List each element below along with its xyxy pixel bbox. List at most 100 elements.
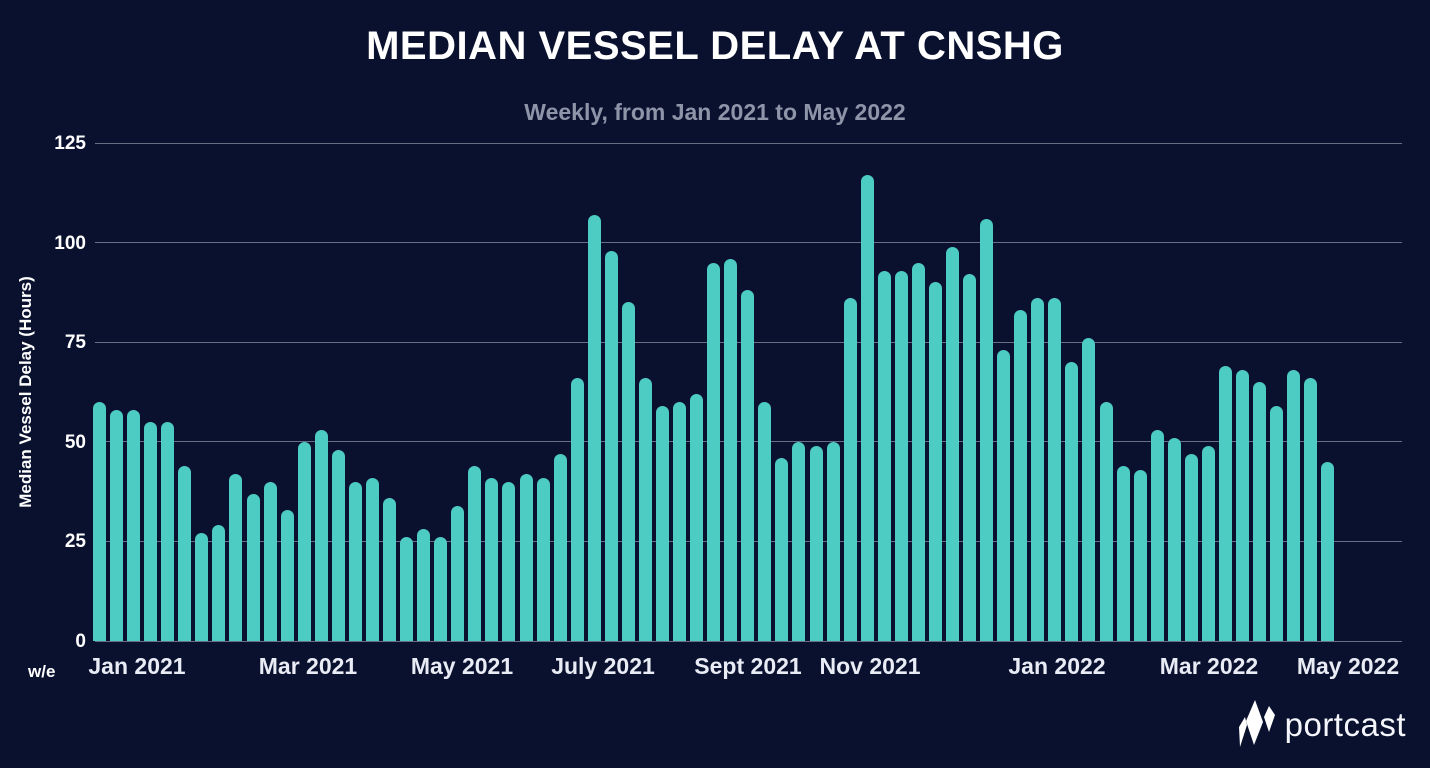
bar (724, 258, 738, 641)
bar (587, 214, 601, 641)
bar (758, 401, 772, 641)
bar (1031, 298, 1045, 641)
bar (843, 298, 857, 641)
bar (536, 477, 550, 641)
bar (195, 533, 209, 641)
bar (997, 350, 1011, 641)
y-tick-label: 75 (64, 332, 86, 354)
bar (570, 378, 584, 641)
bar (383, 497, 397, 641)
bar (946, 246, 959, 641)
bar (417, 529, 431, 641)
bar (1253, 382, 1267, 641)
bar (655, 405, 669, 641)
bar (1236, 370, 1250, 641)
gridline (95, 142, 1402, 144)
bar (826, 441, 840, 641)
bar (263, 481, 277, 641)
bar (860, 174, 874, 641)
bar (297, 441, 311, 641)
bar (553, 453, 567, 641)
bar (673, 401, 687, 641)
chart-title: MEDIAN VESSEL DELAY AT CNSHG (366, 24, 1064, 68)
bar (707, 262, 721, 641)
x-tick-label: Sept 2021 (694, 653, 802, 679)
bar (894, 270, 908, 641)
bar (1150, 429, 1164, 641)
bar (212, 525, 226, 641)
bar (1133, 469, 1147, 641)
bar (638, 378, 652, 641)
x-tick-label: Jan 2021 (88, 653, 186, 679)
bar (468, 465, 482, 641)
x-tick-label: Mar 2022 (1159, 653, 1259, 679)
bar (775, 457, 789, 641)
bar (144, 421, 158, 641)
bar (809, 445, 823, 641)
bar (434, 537, 448, 641)
bar (1287, 370, 1301, 641)
y-tick-label: 0 (75, 631, 86, 652)
bar (400, 537, 414, 641)
bar (792, 441, 806, 641)
gridline (95, 242, 1402, 244)
y-axis: 0 25 50 75 100 125 (0, 134, 86, 651)
bar (1270, 405, 1284, 641)
bar (280, 509, 294, 641)
bar (502, 481, 516, 641)
bar (1304, 378, 1318, 641)
bar (246, 493, 260, 641)
bar (314, 429, 328, 641)
x-tick-label: Jan 2022 (1008, 653, 1106, 679)
x-tick-label: Nov 2021 (819, 653, 921, 679)
bar (1321, 461, 1335, 641)
bar (877, 270, 891, 641)
portcast-logo: portcast (1229, 696, 1406, 752)
y-tick-label: 125 (54, 133, 86, 154)
chart-subtitle: Weekly, from Jan 2021 to May 2022 (524, 99, 906, 125)
bar (690, 394, 704, 641)
y-tick-label: 100 (54, 232, 86, 254)
bar (93, 401, 106, 641)
week-ending-label: w/e (28, 662, 56, 681)
bar (229, 473, 243, 641)
bar (331, 449, 345, 641)
bar (519, 473, 533, 641)
bar (911, 262, 925, 641)
bar (1218, 366, 1232, 641)
x-tick-label: Mar 2021 (258, 653, 358, 679)
portcast-diamonds-icon (1238, 700, 1275, 747)
bar (348, 481, 362, 641)
bar (365, 477, 379, 641)
bar (1082, 338, 1096, 641)
bar (980, 218, 994, 641)
bar (1065, 362, 1079, 641)
bar (604, 250, 618, 641)
bar (1201, 445, 1215, 641)
bar (741, 290, 755, 641)
bar (963, 274, 977, 641)
x-axis: Jan 2021 Mar 2021 May 2021 July 2021 Sept 20… (88, 653, 1430, 687)
bar (451, 505, 465, 641)
bar (161, 421, 175, 641)
y-tick-label: 25 (64, 531, 86, 553)
portcast-logo-text: portcast (1284, 705, 1406, 743)
x-tick-label: July 2021 (551, 653, 655, 679)
x-tick-label: May 2021 (410, 653, 514, 679)
bar (928, 282, 942, 641)
x-tick-label: May 2022 (1296, 653, 1400, 679)
y-tick-label: 50 (64, 431, 86, 453)
bar (127, 409, 141, 641)
bar (485, 477, 499, 641)
bar (1167, 437, 1181, 641)
bar (1116, 465, 1130, 641)
bar (1099, 401, 1113, 641)
bar (1014, 310, 1028, 641)
bar-plot-area (93, 143, 1338, 641)
gridline (95, 640, 1402, 642)
bar (1184, 453, 1198, 641)
bar (1048, 298, 1062, 641)
bar (110, 409, 124, 641)
bar (178, 465, 192, 641)
